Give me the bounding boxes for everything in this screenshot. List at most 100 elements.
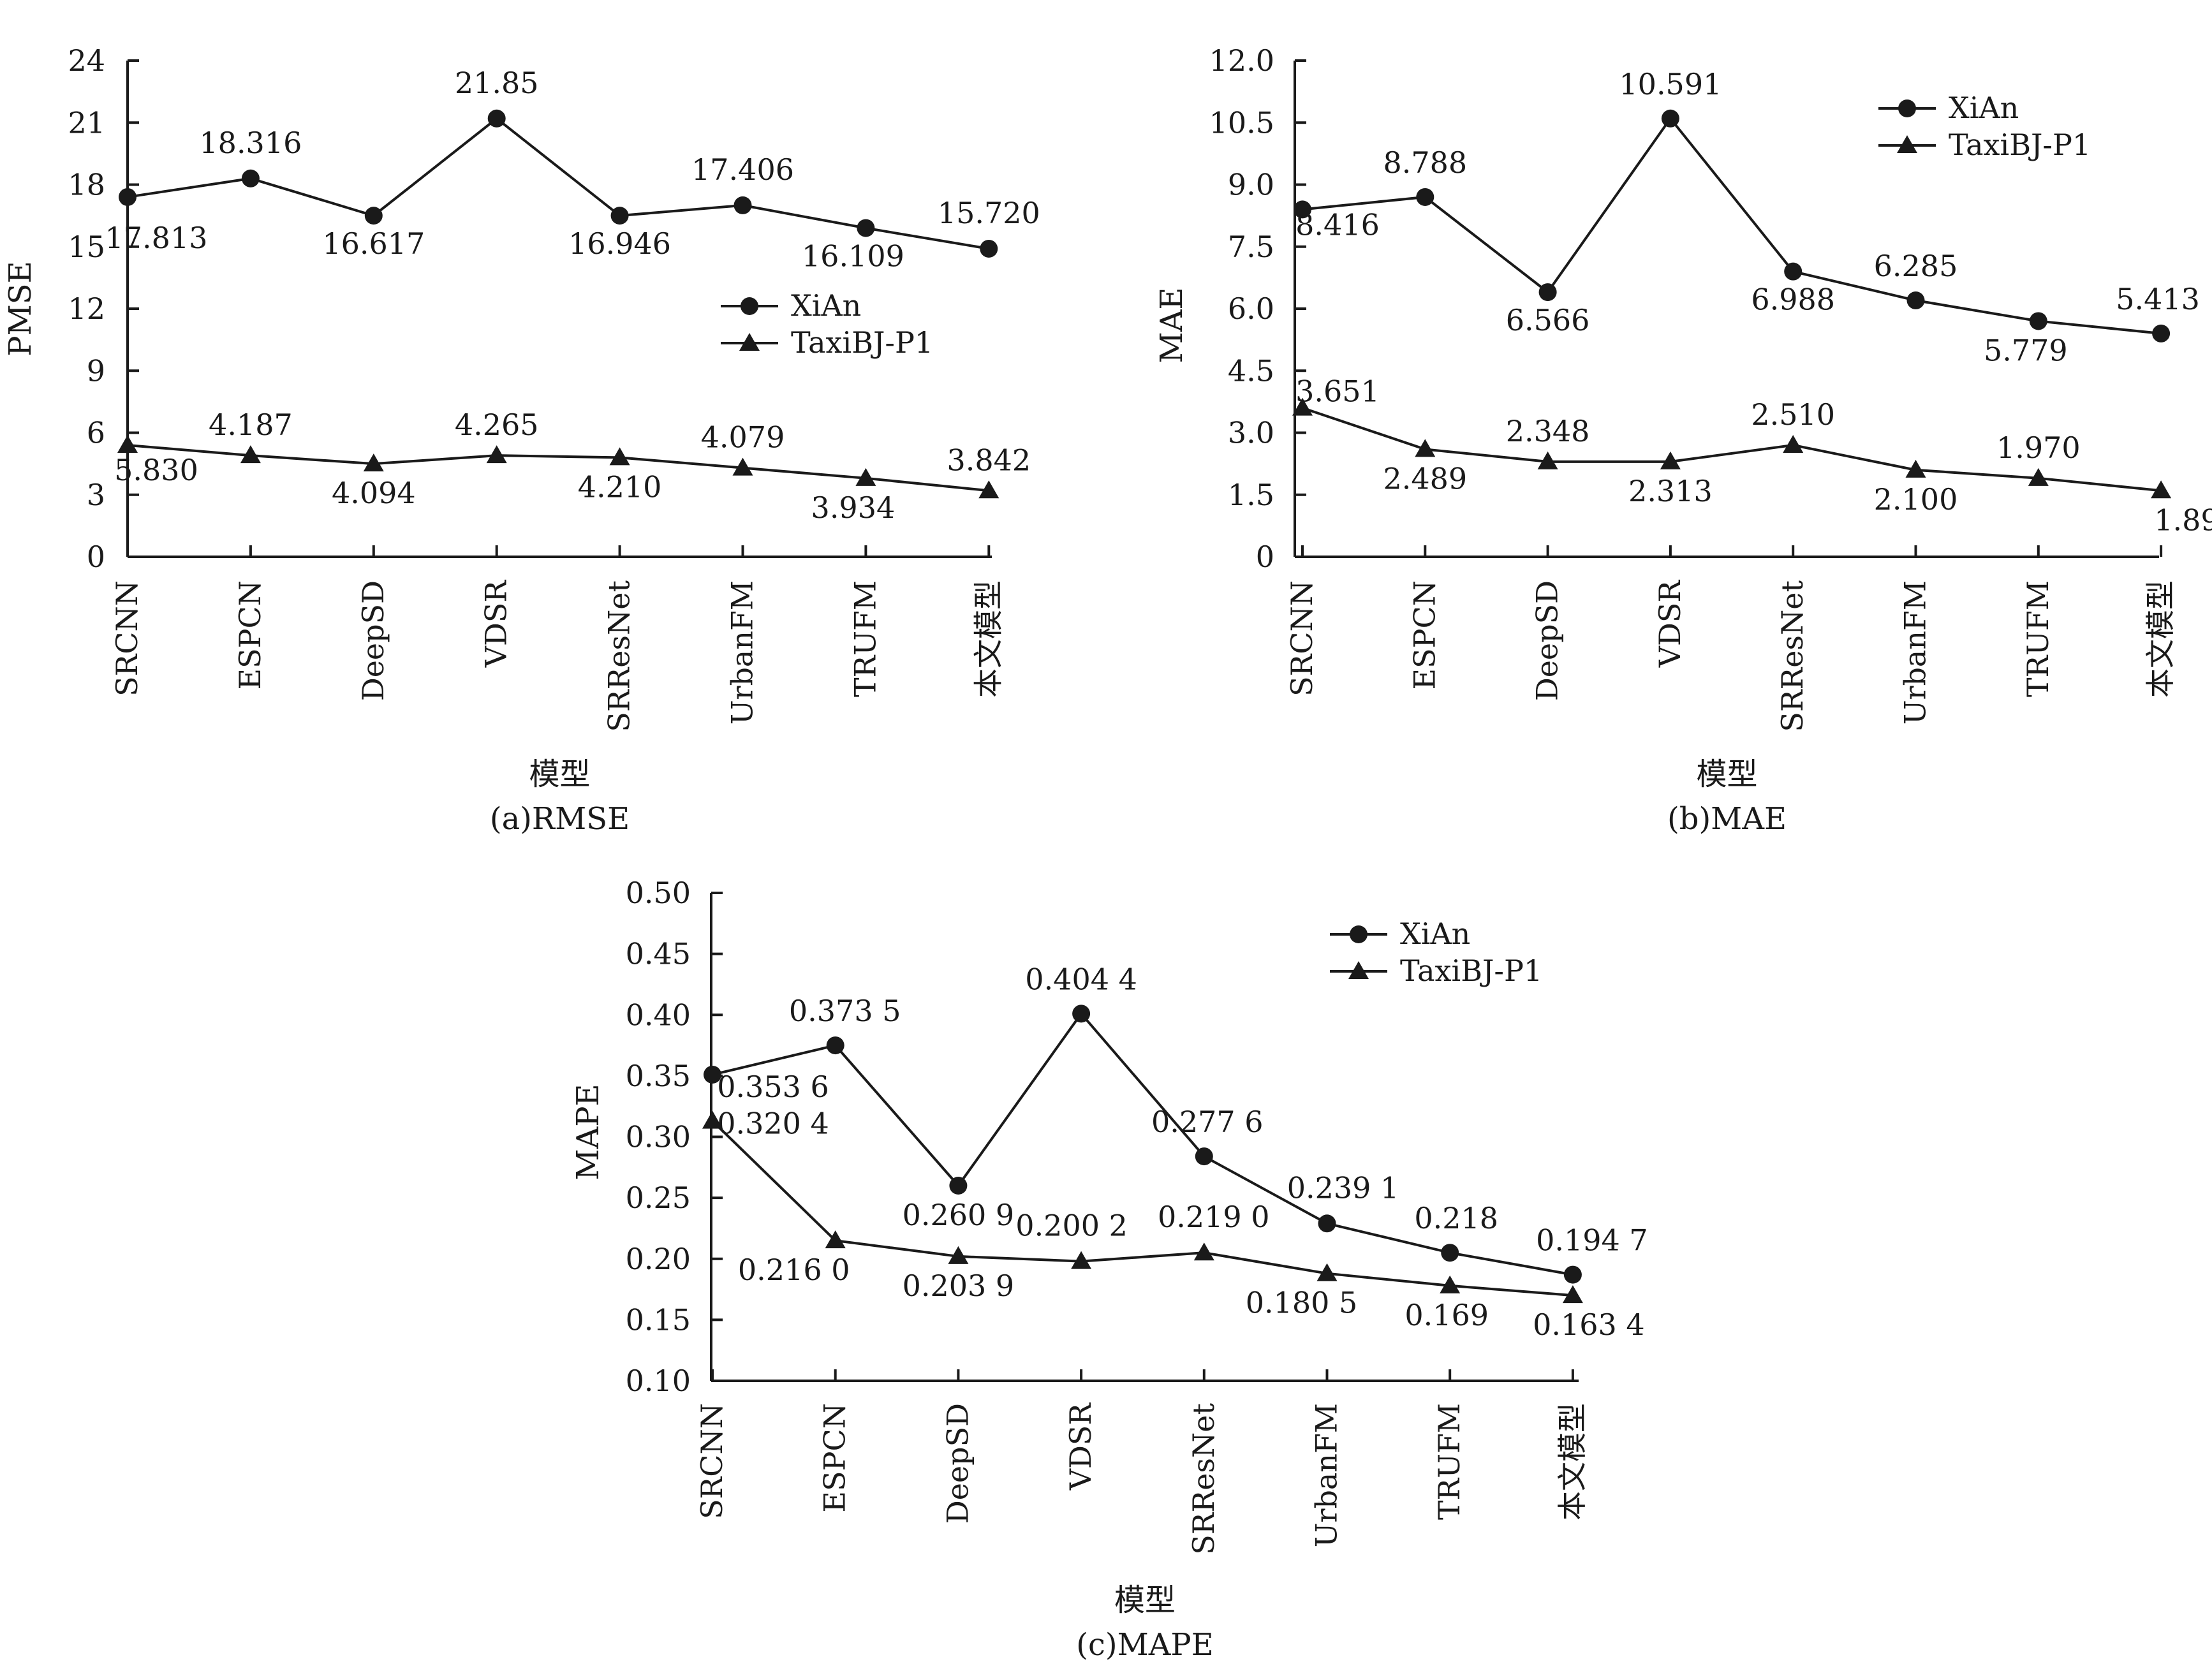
y-tick-label: 24 bbox=[68, 43, 105, 78]
y-tick-label: 21 bbox=[68, 105, 105, 140]
legend-marker bbox=[1350, 925, 1368, 943]
data-point bbox=[1905, 459, 1926, 478]
panel-caption: (b)MAE bbox=[1667, 801, 1787, 837]
series-line-xian bbox=[712, 1012, 1574, 1276]
data-point bbox=[1661, 109, 1679, 128]
data-point bbox=[702, 1110, 723, 1129]
y-tick-label: 15 bbox=[68, 230, 105, 264]
y-tick-label: 0.25 bbox=[626, 1181, 691, 1215]
y-tick-label: 18 bbox=[68, 168, 105, 202]
data-label: 0.169 bbox=[1405, 1298, 1489, 1332]
x-category-label: VDSR bbox=[1653, 580, 1687, 668]
data-point bbox=[1193, 1242, 1214, 1261]
y-tick-label: 9 bbox=[87, 353, 105, 388]
data-label: 0.219 0 bbox=[1158, 1200, 1270, 1234]
data-label: 0.373 5 bbox=[789, 994, 901, 1028]
data-label: 0.200 2 bbox=[1015, 1209, 1128, 1243]
series-line-taxibj-p1 bbox=[1302, 406, 2162, 492]
y-tick-label: 0.30 bbox=[626, 1120, 691, 1154]
data-point bbox=[1294, 200, 1311, 219]
data-point bbox=[949, 1177, 968, 1195]
data-point bbox=[1415, 439, 1436, 457]
data-label: 4.210 bbox=[578, 469, 662, 504]
legend-marker bbox=[1897, 135, 1917, 153]
data-label: 4.265 bbox=[455, 408, 539, 442]
data-point bbox=[1292, 397, 1313, 416]
data-label: 16.617 bbox=[322, 226, 425, 261]
x-category-label: UrbanFM bbox=[725, 580, 760, 725]
legend-label: XiAn bbox=[1400, 916, 1470, 951]
legend-label: XiAn bbox=[791, 288, 861, 323]
y-tick-label: 6 bbox=[87, 416, 105, 450]
data-point bbox=[241, 169, 260, 188]
legend-marker bbox=[739, 333, 760, 351]
x-category-label: 本文模型 bbox=[2143, 580, 2178, 698]
data-label: 5.779 bbox=[1984, 333, 2068, 367]
data-point bbox=[825, 1230, 846, 1249]
y-axis-title: MAPE bbox=[570, 1084, 606, 1180]
x-category-label: 本文模型 bbox=[971, 580, 1005, 698]
data-point bbox=[857, 219, 875, 237]
data-point bbox=[1784, 262, 1803, 281]
x-category-label: SRCNN bbox=[695, 1403, 729, 1519]
data-label: 3.651 bbox=[1295, 374, 1380, 409]
panel-rmse-chart: 0 3 6 9 12 15 18 21 24 SRCNN ESPCN DeepSD VDSR SRResN… bbox=[3, 43, 1040, 837]
x-category-label: TRUFM bbox=[1432, 1403, 1466, 1520]
data-label: 8.416 bbox=[1295, 207, 1380, 242]
x-category-label: DeepSD bbox=[356, 580, 390, 701]
data-point bbox=[826, 1036, 844, 1055]
x-category-label: VDSR bbox=[479, 580, 513, 668]
data-point bbox=[704, 1065, 721, 1084]
data-point bbox=[1563, 1265, 1582, 1284]
x-axis-title: 模型 bbox=[1696, 756, 1757, 792]
x-category-label: ESPCN bbox=[233, 580, 267, 690]
data-point bbox=[117, 434, 138, 453]
data-point bbox=[1906, 291, 1925, 310]
data-label: 8.788 bbox=[1383, 145, 1467, 180]
x-category-label: UrbanFM bbox=[1898, 580, 1933, 725]
data-label: 0.404 4 bbox=[1025, 962, 1137, 996]
y-tick-label: 3 bbox=[87, 478, 105, 512]
x-category-label: SRCNN bbox=[1285, 580, 1319, 696]
y-tick-label: 9.0 bbox=[1228, 168, 1274, 202]
panel-mae-chart: 0 1.5 3.0 4.5 6.0 7.5 9.0 10.5 12.0 SRCNN ESPCN Dee… bbox=[1154, 43, 2212, 837]
data-label: 2.489 bbox=[1383, 461, 1467, 496]
legend-label: TaxiBJ-P1 bbox=[791, 325, 933, 360]
legend-marker bbox=[1898, 99, 1916, 117]
x-category-label: SRResNet bbox=[1775, 580, 1810, 732]
data-label: 4.094 bbox=[332, 476, 416, 510]
data-point bbox=[1538, 283, 1557, 302]
x-category-label: SRCNN bbox=[110, 580, 144, 696]
data-point bbox=[1072, 1005, 1091, 1023]
y-axis-title: MAE bbox=[1154, 288, 1190, 364]
data-point bbox=[948, 1246, 969, 1264]
data-point bbox=[1071, 1251, 1092, 1269]
data-label: 5.830 bbox=[114, 453, 198, 487]
data-point bbox=[1441, 1244, 1459, 1262]
data-point bbox=[734, 196, 752, 214]
data-label: 0.194 7 bbox=[1536, 1223, 1648, 1258]
data-point bbox=[1440, 1275, 1461, 1293]
data-label: 2.100 bbox=[1874, 482, 1958, 517]
data-label: 0.203 9 bbox=[903, 1269, 1015, 1303]
legend-label: XiAn bbox=[1949, 91, 2019, 125]
y-tick-label: 0.35 bbox=[626, 1059, 691, 1093]
y-tick-label: 0.45 bbox=[626, 937, 691, 971]
data-label: 2.313 bbox=[1628, 474, 1713, 508]
data-label: 16.946 bbox=[568, 226, 671, 261]
data-label: 21.85 bbox=[455, 66, 539, 100]
legend-marker bbox=[1348, 961, 1369, 979]
data-point bbox=[2152, 324, 2171, 342]
data-point bbox=[609, 447, 630, 466]
data-point bbox=[2029, 312, 2047, 330]
series-line-taxibj-p1 bbox=[127, 443, 989, 492]
data-label: 0.277 6 bbox=[1151, 1105, 1264, 1139]
data-label: 1.970 bbox=[1996, 431, 2081, 465]
data-label: 0.320 4 bbox=[717, 1107, 829, 1141]
panel-caption: (a)RMSE bbox=[490, 801, 630, 837]
data-label: 0.353 6 bbox=[717, 1070, 829, 1104]
data-point bbox=[2151, 480, 2172, 499]
y-tick-label: 0.10 bbox=[626, 1364, 691, 1398]
